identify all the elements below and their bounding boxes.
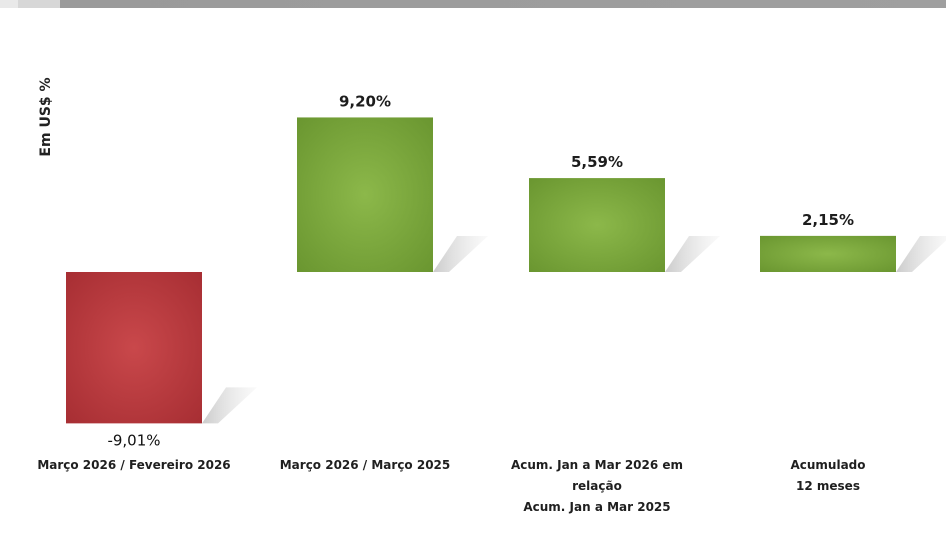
category-label-2: Março 2026 / Março 2025 bbox=[279, 458, 451, 472]
bar-shadow-3 bbox=[665, 236, 720, 272]
value-label-2: 9,20% bbox=[339, 92, 391, 110]
value-label-1: -9,01% bbox=[107, 431, 160, 449]
bar-shadow-1 bbox=[202, 387, 257, 424]
category-label-1: Março 2026 / Fevereiro 2026 bbox=[37, 458, 231, 472]
bar-1 bbox=[66, 272, 202, 424]
bar-3 bbox=[529, 178, 665, 272]
bar-2 bbox=[297, 117, 433, 272]
top-decorative-bar bbox=[0, 0, 946, 8]
bar-shadow-4 bbox=[896, 236, 946, 272]
category-label-3: Acum. Jan a Mar 2026 em relação Acum. Ja… bbox=[510, 458, 684, 514]
bar-shadow-2 bbox=[433, 236, 488, 272]
value-label-3: 5,59% bbox=[571, 153, 623, 171]
value-label-4: 2,15% bbox=[802, 211, 854, 229]
category-label-4: Acumulado 12 meses bbox=[790, 458, 866, 493]
bar-4 bbox=[760, 235, 896, 272]
